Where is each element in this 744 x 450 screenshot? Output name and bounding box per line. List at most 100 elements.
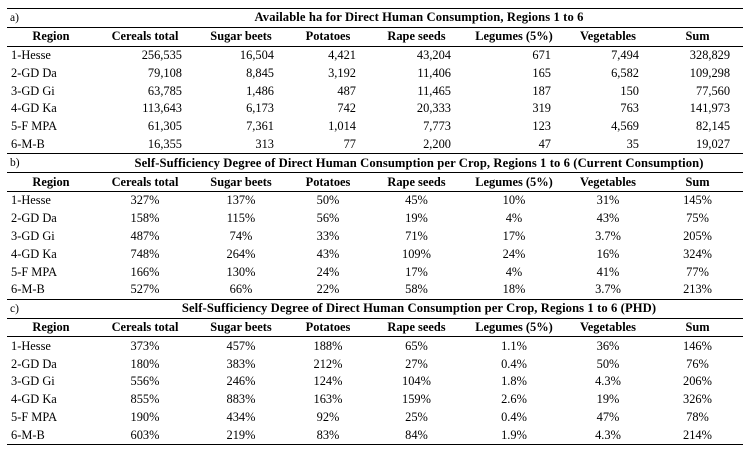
- column-header-legumes-5: Legumes (5%): [475, 174, 553, 189]
- table-row: 6-M-B 603% 219% 83% 84% 1.9% 4.3% 214%: [7, 426, 743, 444]
- value-cell: 71%: [405, 228, 428, 243]
- value-cell: 6,582: [611, 65, 639, 80]
- value-cell: 17%: [502, 228, 526, 243]
- value-cell: 84%: [405, 427, 428, 442]
- value-cell: 74%: [229, 228, 253, 243]
- value-cell: 33%: [316, 228, 340, 243]
- value-cell: 123: [532, 119, 551, 134]
- column-header-legumes-5: Legumes (5%): [475, 319, 553, 334]
- value-cell: 79,108: [147, 65, 182, 80]
- region-cell: 6-M-B: [11, 427, 45, 442]
- value-cell: 166%: [130, 264, 160, 279]
- region-cell: 2-GD Da: [11, 211, 57, 226]
- column-header-vegetables: Vegetables: [580, 319, 636, 334]
- region-cell: 4-GD Ka: [11, 392, 57, 407]
- value-cell: 1.9%: [501, 427, 527, 442]
- value-cell: 45%: [405, 193, 428, 208]
- value-cell: 246%: [226, 374, 256, 389]
- value-cell: 66%: [229, 282, 253, 297]
- value-cell: 75%: [686, 211, 709, 226]
- column-header-cereals-total: Cereals total: [111, 174, 179, 189]
- value-cell: 35: [626, 136, 639, 151]
- value-cell: 205%: [683, 228, 712, 243]
- value-cell: 18%: [502, 282, 526, 297]
- value-cell: 4.3%: [595, 427, 621, 442]
- value-cell: 256,535: [141, 47, 182, 62]
- column-header-potatoes: Potatoes: [305, 174, 351, 189]
- value-cell: 0.4%: [501, 356, 527, 371]
- value-cell: 7,773: [423, 119, 451, 134]
- value-cell: 487%: [130, 228, 160, 243]
- value-cell: 63,785: [147, 83, 182, 98]
- value-cell: 159%: [402, 392, 431, 407]
- value-cell: 188%: [313, 338, 343, 353]
- value-cell: 19%: [596, 392, 620, 407]
- value-cell: 603%: [130, 427, 160, 442]
- value-cell: 115%: [226, 211, 256, 226]
- value-cell: 22%: [316, 282, 340, 297]
- value-cell: 4,569: [611, 119, 639, 134]
- section-title: Self-Sufficiency Degree of Direct Human …: [134, 155, 704, 170]
- value-cell: 2,200: [423, 136, 451, 151]
- value-cell: 3.7%: [595, 282, 621, 297]
- column-header-legumes-5: Legumes (5%): [475, 29, 553, 44]
- column-header-cereals-total: Cereals total: [111, 29, 179, 44]
- table-row: 4-GD Ka 113,643 6,173 742 20,333 319 763 141,97…: [7, 100, 743, 118]
- value-cell: 104%: [402, 374, 431, 389]
- table-row: 1-Hesse 373% 457% 188% 65% 1.1% 36% 146%: [7, 337, 743, 355]
- value-cell: 671: [532, 47, 551, 62]
- value-cell: 124%: [313, 374, 343, 389]
- column-header-sugar-beets: Sugar beets: [210, 319, 272, 334]
- value-cell: 327%: [130, 193, 160, 208]
- table-row: 3-GD Gi 556% 246% 124% 104% 1.8% 4.3% 206%: [7, 373, 743, 391]
- value-cell: 50%: [316, 193, 340, 208]
- section-label: c): [10, 302, 19, 315]
- value-cell: 24%: [502, 246, 526, 261]
- value-cell: 158%: [130, 211, 160, 226]
- value-cell: 527%: [130, 282, 160, 297]
- section-title-row: b) Self-Sufficiency Degree of Direct Huma…: [7, 154, 744, 173]
- value-cell: 19%: [405, 211, 428, 226]
- table-row: 2-GD Da 79,108 8,845 3,192 11,406 165 6,582 109…: [7, 64, 743, 82]
- value-cell: 150: [620, 83, 639, 98]
- value-cell: 190%: [130, 409, 160, 424]
- section-title: Available ha for Direct Human Consumptio…: [254, 10, 584, 25]
- value-cell: 16,355: [147, 136, 182, 151]
- table-row: 6-M-B 527% 66% 22% 58% 18% 3.7% 213%: [7, 281, 743, 299]
- column-header-region: Region: [32, 29, 70, 44]
- column-header-sum: Sum: [685, 29, 710, 44]
- column-header-potatoes: Potatoes: [305, 29, 351, 44]
- value-cell: 883%: [226, 392, 256, 407]
- value-cell: 383%: [226, 356, 256, 371]
- value-cell: 0.4%: [501, 409, 527, 424]
- value-cell: 16,504: [239, 47, 274, 62]
- value-cell: 56%: [316, 211, 340, 226]
- value-cell: 212%: [313, 356, 343, 371]
- value-cell: 43%: [316, 246, 340, 261]
- table-row: 6-M-B 16,355 313 77 2,200 47 35 19,027: [7, 136, 743, 154]
- value-cell: 1,014: [328, 119, 356, 134]
- value-cell: 324%: [683, 246, 712, 261]
- value-cell: 7,361: [246, 119, 274, 134]
- value-cell: 43,204: [416, 47, 451, 62]
- value-cell: 4%: [505, 264, 523, 279]
- value-cell: 434%: [226, 409, 256, 424]
- section-table-b: b) Self-Sufficiency Degree of Direct Huma…: [7, 153, 744, 299]
- value-cell: 206%: [683, 374, 712, 389]
- region-cell: 2-GD Da: [11, 356, 57, 371]
- region-cell: 1-Hesse: [11, 47, 51, 62]
- region-cell: 3-GD Gi: [11, 83, 55, 98]
- value-cell: 8,845: [246, 65, 274, 80]
- value-cell: 264%: [226, 246, 256, 261]
- value-cell: 41%: [596, 264, 620, 279]
- value-cell: 27%: [405, 356, 428, 371]
- value-cell: 65%: [405, 338, 428, 353]
- region-cell: 4-GD Ka: [11, 246, 57, 261]
- column-header-cereals-total: Cereals total: [111, 319, 179, 334]
- value-cell: 6,173: [246, 101, 274, 116]
- value-cell: 1.8%: [501, 374, 527, 389]
- value-cell: 214%: [683, 427, 712, 442]
- value-cell: 187: [532, 83, 551, 98]
- value-cell: 77,560: [696, 83, 731, 98]
- table-row: 1-Hesse 256,535 16,504 4,421 43,204 671 7,494 3…: [7, 46, 743, 64]
